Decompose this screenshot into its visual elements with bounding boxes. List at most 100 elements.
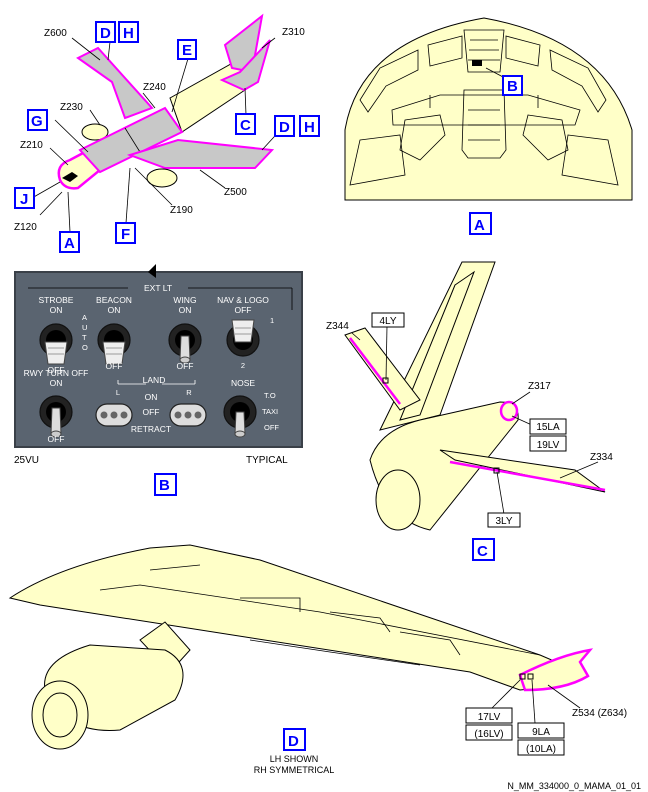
view-c-tail [344, 261, 606, 531]
land-retract: RETRACT [131, 424, 171, 434]
callout-h-top[interactable]: H [118, 21, 139, 43]
svg-text:A: A [64, 235, 75, 252]
callout-j[interactable]: J [14, 187, 35, 209]
left-stab [344, 327, 421, 411]
view-b-label[interactable]: B [154, 473, 177, 496]
svg-text:H: H [123, 25, 134, 42]
svg-text:C: C [477, 543, 488, 560]
right-wing-zone-500 [126, 138, 275, 169]
svg-text:F: F [121, 226, 130, 243]
nav-logo-pos-1: 1 [270, 316, 274, 325]
horizontal-stabilizer [219, 39, 271, 92]
callout-b-in-a[interactable]: B [502, 75, 523, 96]
rwy-turn-off-off: OFF [48, 434, 65, 444]
typical-note: TYPICAL [246, 455, 288, 466]
zone-label-z317: Z317 [528, 381, 551, 392]
auto-u: U [82, 323, 87, 332]
svg-text:(16LV): (16LV) [474, 729, 503, 740]
zone-label-z210: Z210 [20, 140, 43, 151]
view-d-label[interactable]: D [283, 728, 306, 751]
nose-taxi: TAXI [262, 407, 278, 416]
callout-a-top[interactable]: A [59, 231, 80, 253]
svg-text:D: D [288, 733, 299, 750]
strobe-off: OFF [48, 365, 65, 375]
svg-text:3LY: 3LY [495, 516, 512, 527]
beacon-on: ON [108, 305, 121, 315]
panel-ref-25vu: 25VU [14, 455, 39, 466]
nose-to: T.O [264, 391, 276, 400]
svg-text:D: D [100, 25, 111, 42]
item-16lv: (16LV) [465, 724, 513, 741]
wing-switch[interactable] [168, 323, 202, 364]
land-right-switch[interactable] [169, 403, 207, 427]
nav-logo-switch[interactable] [226, 319, 260, 357]
wing-on: ON [179, 305, 192, 315]
zone-label-z310: Z310 [282, 27, 305, 38]
item-19lv: 19LV [529, 435, 567, 452]
item-10la: (10LA) [517, 739, 565, 756]
item-3ly: 3LY [487, 512, 521, 528]
land-on: ON [145, 392, 158, 402]
svg-text:B: B [159, 477, 170, 494]
right-engine [146, 168, 178, 188]
zone-label-z600: Z600 [44, 28, 67, 39]
svg-text:15LA: 15LA [536, 422, 560, 433]
svg-text:19LV: 19LV [537, 440, 560, 451]
zone-label-z240: Z240 [143, 82, 166, 93]
view-b-ext-lt-panel [14, 264, 303, 448]
beacon-off: OFF [106, 361, 123, 371]
caption-rh-symmetrical: RH SYMMETRICAL [254, 765, 335, 775]
nav-logo-label: NAV & LOGO [217, 295, 269, 305]
callout-g[interactable]: G [27, 109, 48, 131]
zone-label-z500: Z500 [224, 187, 247, 198]
land-off: OFF [143, 407, 160, 417]
svg-text:G: G [31, 113, 43, 130]
callout-f[interactable]: F [115, 222, 136, 244]
beacon-switch[interactable] [97, 323, 131, 365]
caption-lh-shown: LH SHOWN [270, 754, 319, 764]
callout-e[interactable]: E [177, 39, 197, 60]
svg-text:A: A [474, 217, 485, 234]
auto-a: A [82, 313, 87, 322]
zone-label-z120: Z120 [14, 222, 37, 233]
nav-logo-pos-2: 2 [241, 361, 245, 370]
cabin-zone-200 [78, 106, 184, 174]
wing-label: WING [173, 295, 196, 305]
view-a-label[interactable]: A [469, 212, 492, 235]
svg-text:B: B [507, 78, 518, 95]
callout-h-right[interactable]: H [299, 115, 320, 137]
zone-label-z190: Z190 [170, 205, 193, 216]
svg-text:4LY: 4LY [379, 316, 396, 327]
figure-reference: N_MM_334000_0_MAMA_01_01 [507, 781, 641, 791]
left-engine [81, 123, 109, 141]
beacon-label: BEACON [96, 295, 132, 305]
callout-d-right[interactable]: D [274, 115, 295, 137]
svg-text:C: C [240, 117, 251, 134]
svg-text:(10LA): (10LA) [526, 744, 556, 755]
land-left-switch[interactable] [95, 403, 133, 427]
view-c-label[interactable]: C [472, 538, 495, 561]
strobe-label: STROBE [39, 295, 74, 305]
panel-title: EXT LT [144, 283, 172, 293]
item-17lv: 17LV [465, 707, 513, 724]
svg-text:H: H [304, 119, 315, 136]
callout-c-top[interactable]: C [235, 113, 256, 135]
auto-t: T [82, 333, 87, 342]
strobe-switch[interactable] [39, 323, 73, 365]
item-15la: 15LA [529, 418, 567, 435]
svg-text:9LA: 9LA [532, 727, 550, 738]
left-wing-zone-600 [76, 46, 154, 120]
rwy-turn-off-switch[interactable] [39, 395, 73, 438]
view-a-cockpit [344, 17, 633, 201]
nose-label: NOSE [231, 378, 255, 388]
nav-logo-off: OFF [235, 305, 252, 315]
svg-text:E: E [182, 42, 192, 59]
svg-text:J: J [20, 191, 28, 208]
callout-d-top[interactable]: D [95, 21, 116, 43]
view-d-wing [8, 544, 594, 750]
rwy-turn-off-label: RWY TURN OFF [24, 368, 89, 378]
zone-label-z230: Z230 [60, 102, 83, 113]
cockpit-outline [344, 17, 633, 201]
zone-label-z344: Z344 [326, 321, 349, 332]
nose-switch[interactable] [223, 395, 257, 438]
